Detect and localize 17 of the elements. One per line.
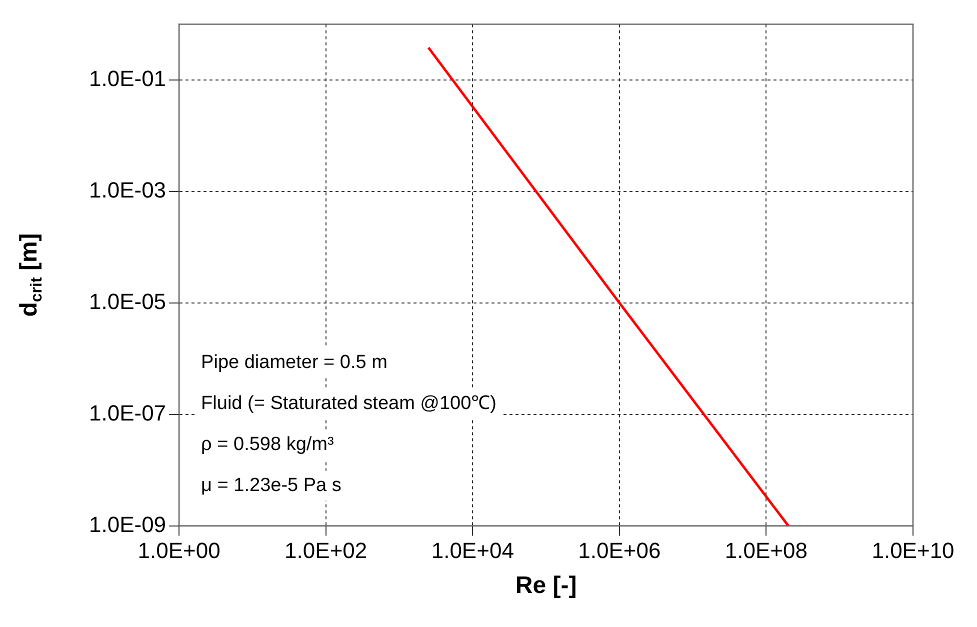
x-tick-label: 1.0E+00 <box>138 538 220 564</box>
x-tick-label: 1.0E+08 <box>724 538 808 564</box>
y-tick-label: 1.0E-07 <box>88 400 166 426</box>
x-axis-title: Re [-] <box>515 572 577 600</box>
annotation: Fluid (= Staturated steam @100℃) <box>201 393 497 414</box>
x-tick-label: 1.0E+02 <box>284 538 368 564</box>
y-tick-label: 1.0E-05 <box>88 288 166 314</box>
y-tick-label: 1.0E-01 <box>88 66 166 91</box>
x-tick-label: 1.0E+10 <box>872 538 954 564</box>
y-tick-label: 1.0E-09 <box>88 512 166 537</box>
y-tick-label: 1.0E-03 <box>88 177 166 202</box>
annotation: μ = 1.23e-5 Pa s <box>201 475 342 496</box>
x-tick-label: 1.0E+06 <box>578 538 661 564</box>
y-axis-title: dcrit [m] <box>16 233 46 317</box>
annotation: Pipe diameter = 0.5 m <box>201 352 388 374</box>
annotation: ρ = 0.598 kg/m³ <box>201 434 334 456</box>
x-tick-label: 1.0E+04 <box>431 538 514 564</box>
